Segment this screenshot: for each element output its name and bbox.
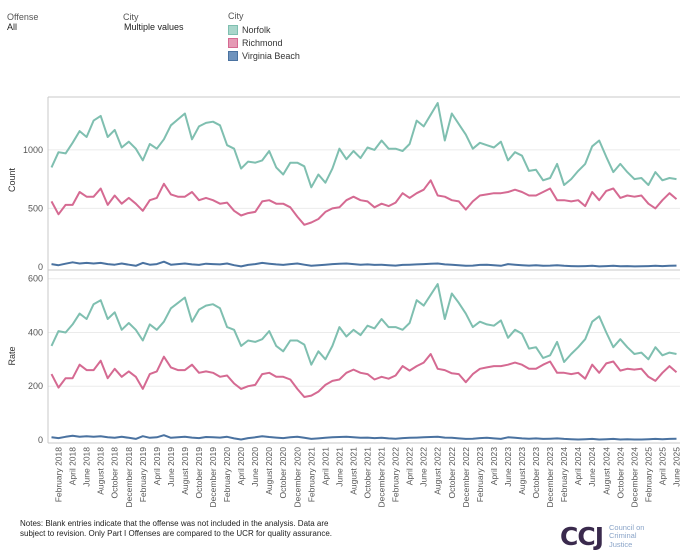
x-tick-label: June 2021: [334, 447, 344, 487]
offense-filter-value[interactable]: All: [7, 22, 18, 32]
x-tick-label: October 2018: [110, 447, 120, 499]
city-filter-label: City: [123, 12, 139, 22]
x-tick-label: October 2019: [194, 447, 204, 499]
x-tick-label: February 2019: [138, 447, 148, 503]
x-tick-label: December 2020: [292, 447, 302, 508]
x-tick-label: June 2024: [587, 447, 597, 487]
x-tick-label: October 2021: [363, 447, 373, 499]
x-tick-label: December 2024: [629, 447, 639, 508]
y-axis-title: Count: [7, 168, 17, 193]
legend-item-richmond[interactable]: Richmond: [228, 36, 300, 49]
series-line-richmond: [50, 353, 678, 398]
x-tick-label: December 2023: [545, 447, 555, 508]
x-tick-label: April 2022: [405, 447, 415, 486]
x-tick-label: April 2019: [152, 447, 162, 486]
x-tick-label: October 2022: [447, 447, 457, 499]
x-tick-label: August 2024: [601, 447, 611, 495]
x-tick-label: June 2023: [503, 447, 513, 487]
x-tick-label: April 2018: [68, 447, 78, 486]
x-tick-label: August 2018: [96, 447, 106, 495]
x-tick-label: August 2021: [349, 447, 359, 495]
y-tick-label: 1000: [23, 145, 43, 155]
x-tick-label: October 2020: [278, 447, 288, 499]
y-tick-label: 0: [38, 435, 43, 445]
series-line-norfolk: [50, 102, 677, 189]
chart-area: 0 500 1000 Count 0 200 400 600 Rate February 2018…: [7, 96, 682, 508]
logo-subtitle: Council on Criminal Justice: [609, 522, 645, 550]
x-tick-label: December 2019: [208, 447, 218, 508]
offense-filter-label: Offense: [7, 12, 39, 22]
x-tick-label: August 2022: [433, 447, 443, 495]
x-tick-label: February 2022: [391, 447, 401, 503]
x-tick-label: February 2020: [222, 447, 232, 503]
legend-item-virginia-beach[interactable]: Virginia Beach: [228, 49, 300, 62]
x-tick-label: April 2020: [236, 447, 246, 486]
legend-label-richmond: Richmond: [242, 37, 283, 48]
series-line-virginia-beach: [51, 434, 677, 441]
legend-swatch-richmond: [228, 37, 238, 48]
y-tick-label: 0: [38, 262, 43, 272]
x-tick-label: February 2023: [475, 447, 485, 503]
series-line-richmond: [50, 179, 678, 226]
x-tick-label: June 2025: [672, 447, 682, 487]
series-line-virginia-beach: [51, 260, 677, 268]
ccj-logo: CCJ Council on Criminal Justice: [560, 522, 644, 551]
x-tick-label: October 2023: [531, 447, 541, 499]
notes-text: Notes: Blank entries indicate that the o…: [20, 519, 332, 538]
x-tick-label: April 2025: [657, 447, 667, 486]
x-tick-label: April 2023: [489, 447, 499, 486]
legend-swatch-norfolk: [228, 24, 238, 35]
offense-filter[interactable]: Offense All: [7, 12, 38, 32]
logo-line-3: Justice: [609, 539, 633, 549]
y-axis-title: Rate: [7, 346, 17, 365]
city-filter-value[interactable]: Multiple values: [124, 22, 184, 32]
x-tick-label: April 2021: [320, 447, 330, 486]
legend-label-virginia-beach: Virginia Beach: [242, 50, 300, 61]
legend-item-norfolk[interactable]: Norfolk: [228, 23, 300, 36]
legend-title: City: [228, 11, 244, 21]
city-filter[interactable]: City Multiple values: [123, 12, 184, 32]
x-tick-label: December 2018: [124, 447, 134, 508]
y-tick-label: 500: [28, 203, 43, 213]
x-tick-label: June 2022: [419, 447, 429, 487]
legend-label-norfolk: Norfolk: [242, 24, 271, 35]
y-tick-label: 400: [28, 327, 43, 337]
x-tick-label: June 2018: [82, 447, 92, 487]
x-tick-label: October 2024: [615, 447, 625, 499]
x-tick-label: August 2019: [180, 447, 190, 495]
x-tick-label: December 2022: [461, 447, 471, 508]
logo-mark: CCJ: [560, 522, 604, 551]
legend-swatch-virginia-beach: [228, 50, 238, 61]
y-tick-label: 200: [28, 381, 43, 391]
x-tick-label: June 2019: [166, 447, 176, 487]
logo-line-2: Criminal: [609, 531, 637, 541]
logo-line-1: Council on: [609, 522, 645, 532]
x-tick-label: April 2024: [573, 447, 583, 486]
legend: City Norfolk Richmond Virginia Beach: [228, 11, 300, 62]
x-tick-label: February 2025: [643, 447, 653, 503]
x-tick-label: December 2021: [377, 447, 387, 508]
x-tick-label: February 2021: [306, 447, 316, 503]
x-tick-label: February 2024: [559, 447, 569, 503]
x-tick-label: June 2020: [250, 447, 260, 487]
x-tick-label: August 2020: [264, 447, 274, 495]
series-line-norfolk: [50, 283, 677, 366]
y-tick-label: 600: [28, 274, 43, 284]
x-tick-label: February 2018: [54, 447, 64, 503]
x-tick-label: August 2023: [517, 447, 527, 495]
